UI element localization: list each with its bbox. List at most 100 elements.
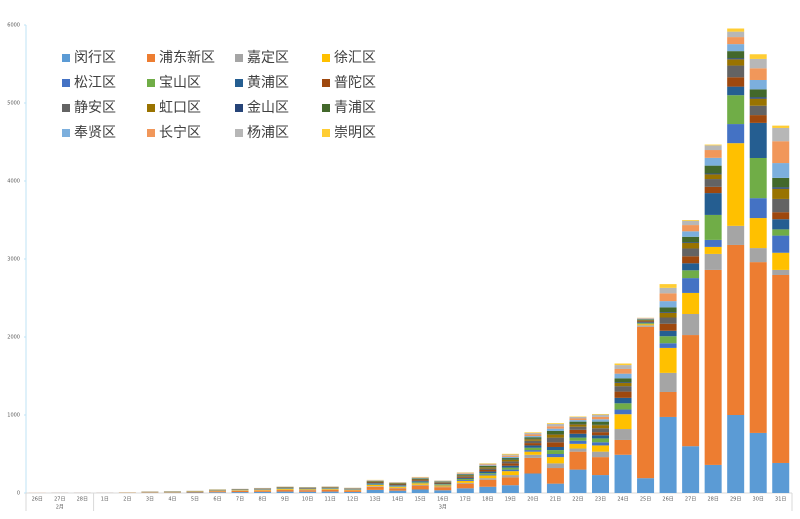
bar-segment xyxy=(411,478,429,480)
x-tick-label: 18日 xyxy=(482,497,493,503)
bar-segment xyxy=(704,144,722,146)
bar-segment xyxy=(524,434,542,437)
x-tick-label: 16日 xyxy=(437,497,448,503)
legend-label: 金山区 xyxy=(247,100,289,116)
bar-segment xyxy=(524,457,542,474)
bar-segment xyxy=(614,439,632,455)
bar-segment xyxy=(366,486,384,490)
bar-segment xyxy=(659,317,677,324)
bar-segment xyxy=(727,59,745,66)
bar-segment xyxy=(614,397,632,404)
bar-segment xyxy=(456,479,474,480)
bar-segment xyxy=(411,481,429,483)
bar-segment xyxy=(772,212,790,220)
bar-segment xyxy=(411,478,429,479)
bar-segment xyxy=(276,488,294,490)
x-tick-label: 27日 xyxy=(685,497,696,503)
x-tick-label: 28日 xyxy=(77,497,88,503)
bar-segment xyxy=(366,483,384,485)
bar-segment xyxy=(682,313,700,336)
bar-segment xyxy=(366,483,384,484)
bar-segment xyxy=(592,421,609,425)
x-tick-label: 27日 xyxy=(54,497,65,503)
bar-segment xyxy=(637,478,655,493)
bar-segment xyxy=(434,482,452,483)
bar-segment xyxy=(749,58,767,69)
bar-segment xyxy=(524,439,542,441)
x-tick-label: 19日 xyxy=(505,497,516,503)
bar-segment xyxy=(479,478,497,480)
bar-segment xyxy=(682,220,700,226)
bar-segment xyxy=(727,44,745,52)
legend-label: 青浦区 xyxy=(334,100,376,116)
bar-segment xyxy=(682,278,700,293)
bar-segment xyxy=(479,486,497,493)
bar-segment xyxy=(434,486,452,488)
bar-segment xyxy=(344,489,362,491)
bar-segment xyxy=(614,454,632,493)
bar-segment xyxy=(772,198,790,213)
bar-segment xyxy=(546,446,564,451)
x-tick-label: 7日 xyxy=(236,497,244,503)
bar-segment xyxy=(749,105,767,116)
bar-segment xyxy=(231,490,249,493)
x-tick-label: 9日 xyxy=(281,497,289,503)
legend-label: 杨浦区 xyxy=(247,125,289,141)
bar-segment xyxy=(704,464,722,493)
bar-segment xyxy=(546,457,564,464)
bar-segment xyxy=(749,122,767,158)
bar-segment xyxy=(614,383,632,387)
bar-segment xyxy=(569,437,587,441)
y-tick-label: 1000 xyxy=(7,413,20,419)
bar-segment xyxy=(411,485,429,490)
bar-segment xyxy=(366,484,384,485)
bar-segment xyxy=(772,163,790,178)
x-tick-label: 29日 xyxy=(730,497,741,503)
bar-segment xyxy=(569,421,587,424)
bar-segment xyxy=(592,432,609,436)
bar-segment xyxy=(727,51,745,59)
bar-segment xyxy=(682,335,700,447)
bar-segment xyxy=(479,463,497,465)
bar-segment xyxy=(569,420,587,422)
bar-segment xyxy=(614,382,632,384)
bar-segment xyxy=(772,219,790,230)
bar-segment xyxy=(456,479,474,481)
bar-segment xyxy=(682,243,700,249)
bar-segment xyxy=(434,487,452,491)
bar-segment xyxy=(366,482,384,484)
x-tick-label: 31日 xyxy=(775,497,786,503)
bar-segment xyxy=(592,445,609,452)
bar-segment xyxy=(501,477,519,486)
bar-segment xyxy=(479,475,497,479)
bar-segment xyxy=(456,476,474,478)
bar-segment xyxy=(501,461,519,464)
bar-segment xyxy=(727,95,745,125)
legend-swatch xyxy=(322,79,330,87)
bar-segment xyxy=(592,428,609,433)
bar-segment xyxy=(546,454,564,458)
bar-segment xyxy=(569,443,587,449)
bar-segment xyxy=(659,343,677,348)
legend-label: 静安区 xyxy=(74,100,116,116)
x-tick-label: 4日 xyxy=(168,497,176,503)
bar-segment xyxy=(456,483,474,489)
legend-label: 嘉定区 xyxy=(247,50,289,66)
bar-segment xyxy=(209,492,226,493)
bar-segment xyxy=(637,324,655,326)
bar-segment xyxy=(389,486,407,487)
bar-segment xyxy=(772,188,790,199)
bar-segment xyxy=(749,98,767,106)
bar-segment xyxy=(659,284,677,288)
bar-segment xyxy=(727,58,745,60)
legend-swatch xyxy=(147,129,155,137)
bar-segment xyxy=(659,301,677,308)
x-tick-label: 17日 xyxy=(460,497,471,503)
bar-segment xyxy=(434,483,452,485)
bar-segment xyxy=(659,323,677,331)
bar-segment xyxy=(546,468,564,484)
bar-segment xyxy=(479,468,497,470)
bar-segment xyxy=(276,491,294,493)
bar-segment xyxy=(704,214,722,240)
bar-segment xyxy=(546,450,564,454)
